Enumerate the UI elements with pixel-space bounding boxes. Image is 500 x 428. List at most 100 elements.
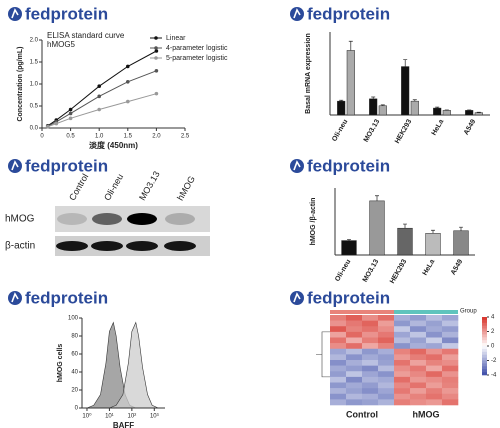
heat-cell <box>394 376 411 383</box>
heat-cell <box>394 326 411 333</box>
x-tick-label: HEK293 <box>394 118 413 145</box>
heat-cell <box>378 320 395 327</box>
heat-cell <box>346 393 363 400</box>
heat-cell <box>362 354 379 361</box>
heat-cell <box>378 360 395 366</box>
heat-cell <box>330 320 347 327</box>
heat-cell <box>426 320 443 327</box>
error-bar <box>459 226 463 231</box>
lane-label: Control <box>67 172 90 202</box>
heat-cell <box>346 354 363 361</box>
heat-cell <box>378 376 395 383</box>
chart-subtitle: hMOG5 <box>47 40 76 49</box>
bar <box>410 100 419 116</box>
legend-label: Linear <box>166 35 186 42</box>
colorbar-cell <box>482 322 487 326</box>
heat-cell <box>410 320 427 327</box>
x-axis-label: BAFF <box>113 421 134 428</box>
heat-cell <box>362 388 379 395</box>
heat-cell <box>362 382 379 389</box>
heat-cell <box>346 376 363 383</box>
x-tick-label: A549 <box>463 118 477 136</box>
heat-cell <box>410 315 427 321</box>
heat-cell <box>330 365 347 372</box>
error-bar <box>380 104 385 106</box>
dendrogram <box>316 331 330 378</box>
heat-cell <box>330 331 347 338</box>
colorbar-label: -2 <box>491 358 497 364</box>
heat-cell <box>394 382 411 389</box>
heat-cell <box>426 343 443 350</box>
heat-cell <box>442 320 459 327</box>
heat-cell <box>346 371 363 378</box>
heat-cell <box>426 382 443 389</box>
heat-cell <box>346 382 363 389</box>
blot-band <box>164 241 196 251</box>
histogram-area <box>109 321 159 409</box>
heat-cell <box>442 331 459 338</box>
lane-label: MO3.13 <box>137 169 162 202</box>
heat-cell <box>410 376 427 383</box>
blot-band <box>92 213 122 225</box>
colorbar-cell <box>482 343 487 347</box>
error-bar <box>403 59 408 67</box>
colorbar-cell <box>482 348 487 353</box>
heat-cell <box>394 343 411 350</box>
y-tick-label: 1.5 <box>30 60 39 66</box>
heat-cell <box>378 388 395 395</box>
colorbar-cell <box>482 357 487 361</box>
blot-band <box>127 213 157 225</box>
heat-cell <box>362 365 379 372</box>
point <box>45 124 50 129</box>
heat-cell <box>394 348 411 355</box>
colorbar-cell <box>482 328 487 332</box>
x-tick-label: MO3.13 <box>362 258 381 283</box>
colorbar-cell <box>482 363 487 367</box>
y-tick-label: 40 <box>71 370 78 376</box>
series-line <box>47 93 157 128</box>
x-tick-label: HeLa <box>431 118 446 136</box>
point <box>126 99 130 104</box>
heat-cell <box>362 360 379 366</box>
heat-cell <box>426 315 443 321</box>
logo-mark <box>293 8 301 19</box>
colorbar-cell <box>482 325 487 329</box>
colorbar-cell <box>482 366 487 370</box>
point <box>54 121 59 126</box>
colorbar-label: -4 <box>491 373 497 379</box>
y-tick-label: 60 <box>71 352 78 358</box>
group-label: Control <box>346 409 378 419</box>
heat-cell <box>346 337 363 344</box>
heat-cell <box>442 365 459 372</box>
heat-cell <box>426 326 443 333</box>
heat-cell <box>426 354 443 361</box>
heat-cell <box>442 382 459 389</box>
heat-cell <box>410 348 427 355</box>
colorbar-label: 0 <box>491 344 495 350</box>
logo-text: fedprotein <box>25 288 108 307</box>
error-bar <box>371 96 376 99</box>
series-line <box>47 50 157 127</box>
heat-cell <box>362 348 379 355</box>
group-bar <box>330 310 394 314</box>
x-tick-label: 2.0 <box>152 134 161 140</box>
heat-cell <box>330 337 347 344</box>
error-bar <box>435 106 440 109</box>
heat-cell <box>410 371 427 378</box>
heat-cell <box>426 388 443 395</box>
y-axis-label: hMOG /β-actin <box>310 198 317 246</box>
heat-cell <box>362 320 379 327</box>
heat-cell <box>346 320 363 327</box>
blot-band <box>56 241 88 251</box>
heat-cell <box>346 331 363 338</box>
bar <box>337 100 346 116</box>
heat-cell <box>362 331 379 338</box>
point <box>97 107 101 112</box>
colorbar-cell <box>482 369 487 373</box>
bar <box>369 98 378 116</box>
error-bar <box>431 229 435 234</box>
colorbar-cell <box>482 346 487 350</box>
logo-text: fedprotein <box>25 4 108 23</box>
bar <box>425 233 441 256</box>
